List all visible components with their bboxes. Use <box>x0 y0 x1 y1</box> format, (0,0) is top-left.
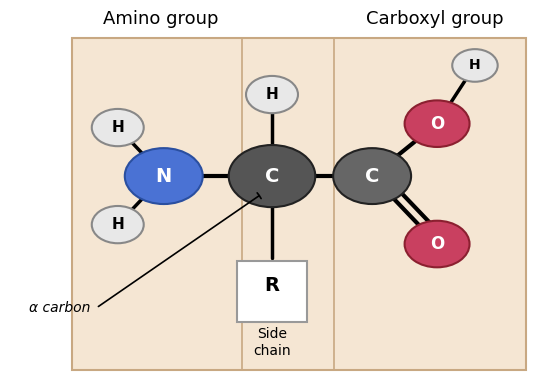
FancyBboxPatch shape <box>72 38 527 370</box>
Text: α carbon: α carbon <box>29 301 91 315</box>
Circle shape <box>246 76 298 113</box>
Circle shape <box>92 206 144 243</box>
Text: H: H <box>469 58 481 72</box>
Circle shape <box>125 148 203 204</box>
Circle shape <box>333 148 411 204</box>
Text: H: H <box>112 217 124 232</box>
Text: H: H <box>112 120 124 135</box>
Text: C: C <box>365 167 379 186</box>
Text: O: O <box>430 235 444 253</box>
Text: Side
chain: Side chain <box>253 328 291 358</box>
Circle shape <box>452 49 498 82</box>
Text: O: O <box>430 115 444 133</box>
Text: C: C <box>265 167 279 186</box>
Circle shape <box>405 221 469 267</box>
Text: Carboxyl group: Carboxyl group <box>366 10 503 28</box>
Text: Amino group: Amino group <box>103 10 219 28</box>
Text: N: N <box>156 167 172 186</box>
FancyBboxPatch shape <box>237 262 307 322</box>
Circle shape <box>92 109 144 146</box>
Circle shape <box>405 100 469 147</box>
Circle shape <box>228 145 316 207</box>
Text: R: R <box>264 276 280 295</box>
Text: H: H <box>265 87 279 102</box>
